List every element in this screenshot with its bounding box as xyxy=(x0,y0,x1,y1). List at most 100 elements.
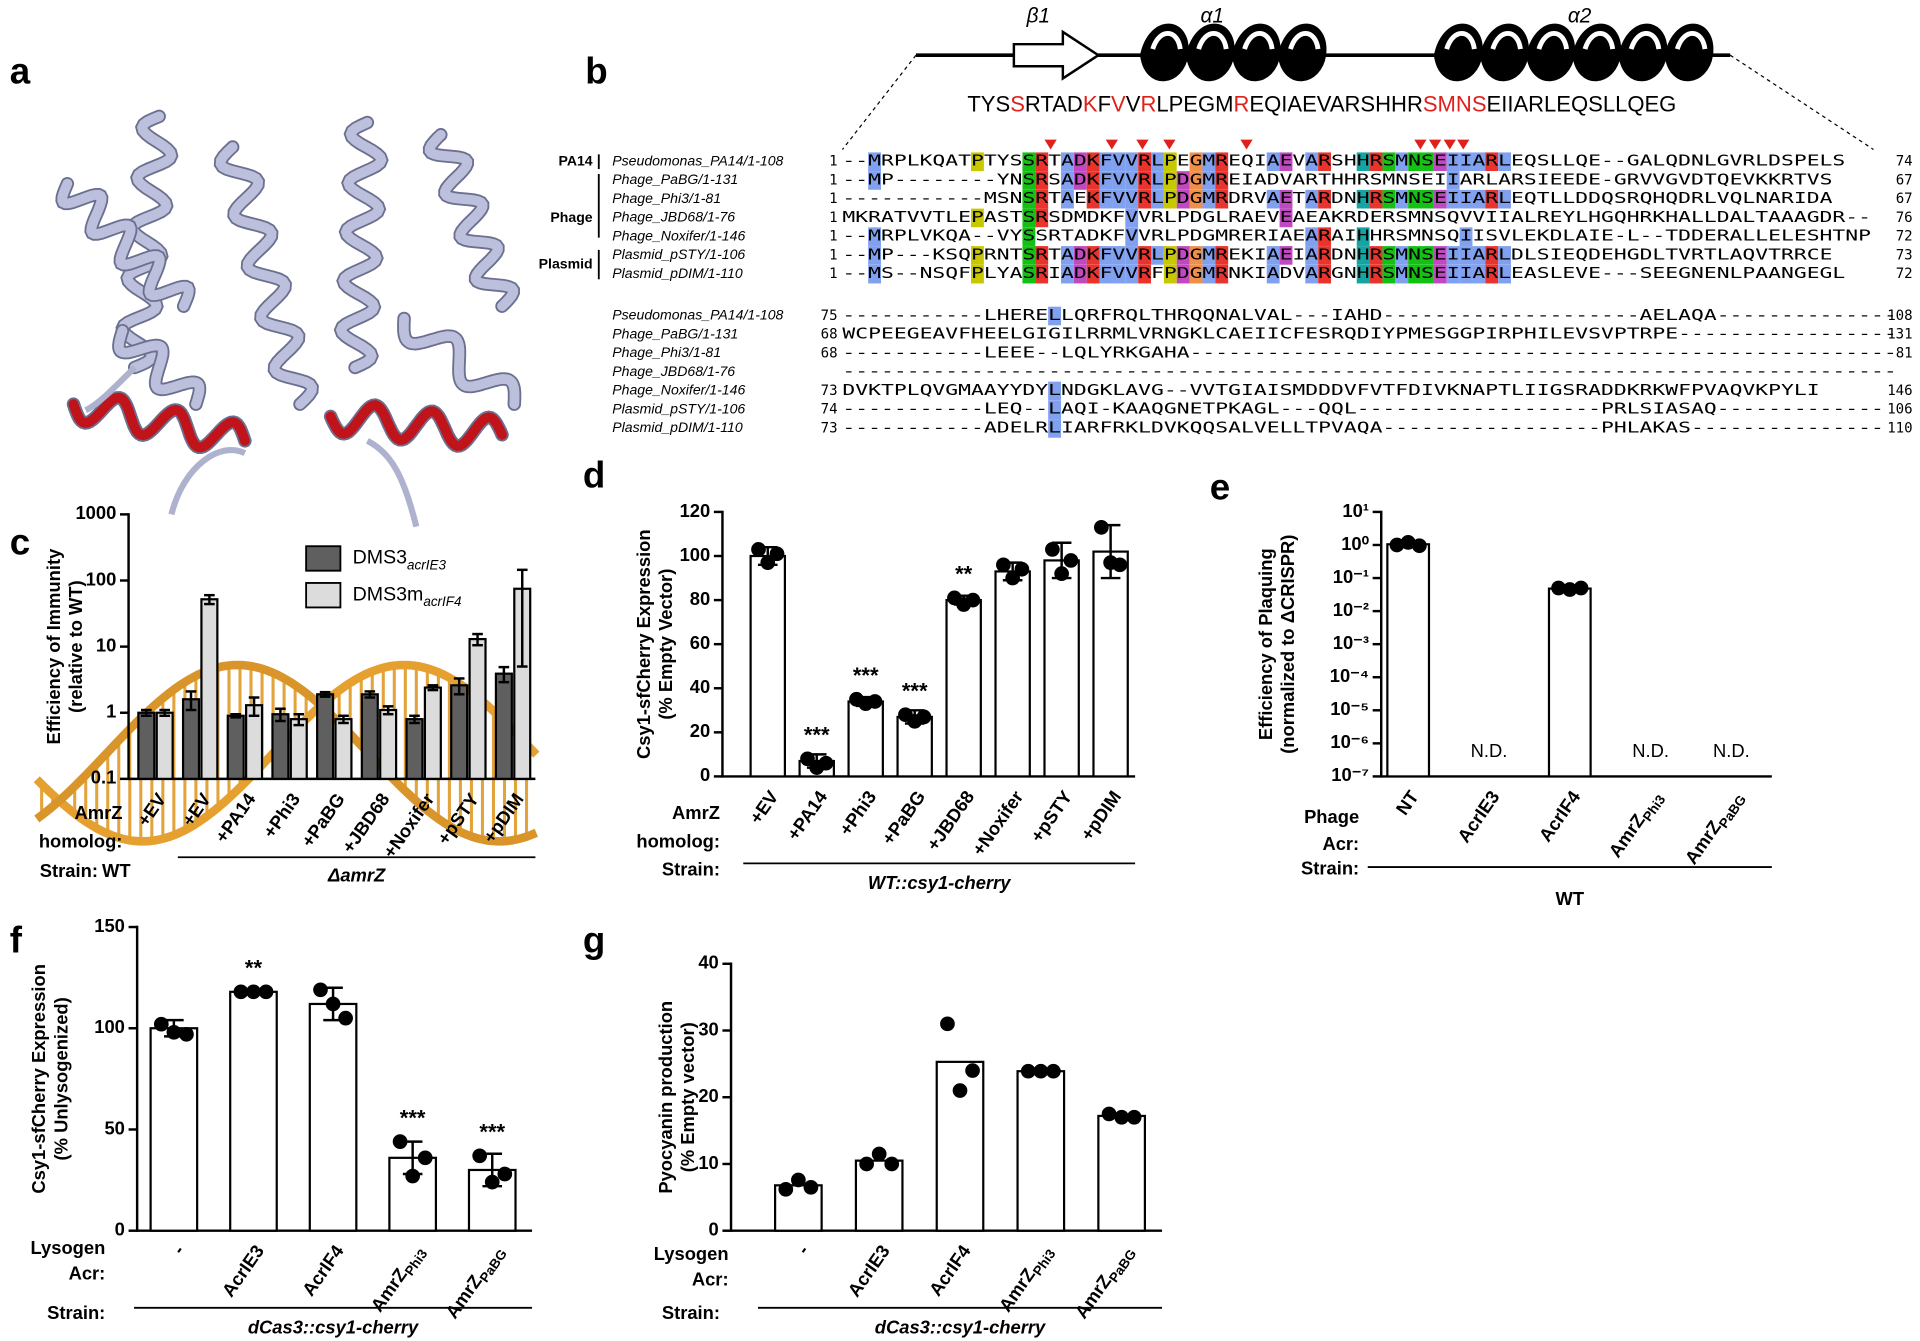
residue-highlight xyxy=(1421,189,1434,209)
data-point xyxy=(803,1179,819,1195)
bar xyxy=(289,718,308,780)
sequence-name: Plasmid_pDIM/1-110 xyxy=(612,419,743,435)
data-point xyxy=(769,546,785,562)
data-point xyxy=(1005,570,1020,586)
y-tick-label: 40 xyxy=(698,952,718,973)
site-marker xyxy=(1414,139,1427,150)
residue-highlight xyxy=(1215,152,1229,172)
bar xyxy=(945,598,982,778)
residue-highlight xyxy=(1202,152,1216,172)
residue-highlight xyxy=(1459,246,1473,265)
residue-highlight xyxy=(1472,189,1486,209)
residue-highlight xyxy=(868,246,882,265)
residue-highlight xyxy=(1061,189,1074,209)
data-point xyxy=(1033,1063,1049,1079)
y-tick-label: 10⁻⁵ xyxy=(1330,698,1369,719)
residue-highlight xyxy=(1318,189,1332,209)
bar xyxy=(316,693,335,780)
category-heading: Lysogen xyxy=(30,1237,105,1258)
legend-subscript: acrIE3 xyxy=(407,557,446,572)
residue-highlight xyxy=(1138,152,1152,172)
site-marker xyxy=(1136,139,1149,150)
residue-highlight xyxy=(1125,171,1139,190)
sequence-end: 81 xyxy=(1896,345,1913,361)
residue-highlight xyxy=(1061,246,1074,265)
residue-highlight xyxy=(868,227,882,246)
residue-highlight xyxy=(1112,152,1126,172)
residue-highlight xyxy=(1421,264,1434,284)
y-tick-label: 100 xyxy=(86,568,117,589)
sequence-start: 68 xyxy=(821,345,838,361)
residue-highlight xyxy=(1433,152,1447,172)
panel-label: f xyxy=(10,920,23,961)
data-point xyxy=(778,1181,794,1197)
bar xyxy=(749,554,786,778)
sequence-start: 74 xyxy=(821,402,838,418)
bar xyxy=(1043,559,1080,778)
sequence-end: 110 xyxy=(1887,420,1912,436)
data-point xyxy=(1412,538,1427,554)
alpha-helix-face xyxy=(1582,31,1616,50)
zoom-line xyxy=(1729,54,1874,150)
data-point xyxy=(392,1134,408,1149)
residue-highlight xyxy=(1305,246,1319,265)
panel-label: a xyxy=(10,50,31,91)
sequence-name: Pseudomonas_PA14/1-108 xyxy=(612,152,783,168)
bar xyxy=(271,713,290,780)
site-markers xyxy=(1044,139,1470,150)
strain-heading: Strain: xyxy=(40,860,98,881)
value-label: N.D. xyxy=(1471,740,1508,761)
data-point xyxy=(472,1148,488,1164)
residue-highlight xyxy=(1382,264,1396,284)
data-point xyxy=(1112,557,1128,573)
residue-highlight xyxy=(1112,171,1126,190)
bar xyxy=(1092,550,1129,778)
data-point xyxy=(940,1016,955,1032)
residue-highlight xyxy=(1176,246,1190,265)
sequence-end: 72 xyxy=(1896,266,1913,282)
sequence: --MS--NSQFPLYASRIADKFVVRFPDGMRNKIADVARGN… xyxy=(842,265,1845,282)
residue-highlight xyxy=(971,264,984,284)
site-marker xyxy=(1457,139,1470,150)
residue-highlight xyxy=(1022,227,1036,246)
residue-highlight xyxy=(1485,246,1499,265)
y-axis-title: (relative to WT) xyxy=(65,580,86,713)
strain-label: WT::csy1-cherry xyxy=(868,872,1011,893)
residue-highlight xyxy=(1151,152,1164,172)
residue-highlight xyxy=(1202,171,1216,190)
residue-highlight xyxy=(1408,246,1422,265)
residue-highlight xyxy=(868,171,882,190)
residue-highlight xyxy=(1459,189,1473,209)
strain-heading: Strain: xyxy=(1301,857,1359,878)
alpha-helix-face xyxy=(1288,31,1321,50)
y-axis-title: Pyocyanin production xyxy=(655,1001,676,1194)
group-label: Plasmid xyxy=(539,255,593,271)
residue-highlight xyxy=(1112,246,1126,265)
data-point xyxy=(166,1024,182,1040)
legend-label: DMS3m xyxy=(353,583,424,605)
residue-highlight xyxy=(1202,264,1216,284)
bar xyxy=(360,693,379,780)
bar xyxy=(1097,1114,1146,1232)
residue-highlight xyxy=(1382,189,1396,209)
strain-heading: Strain: xyxy=(662,859,720,880)
helix xyxy=(117,111,177,373)
residue-highlight xyxy=(1459,227,1473,246)
residue-highlight xyxy=(1112,264,1126,284)
sequence-segment: S xyxy=(1010,91,1025,116)
sequence-end: 74 xyxy=(1896,154,1913,170)
sequence-end: 67 xyxy=(1896,191,1913,207)
residue-highlight xyxy=(1459,152,1473,172)
residue-highlight xyxy=(1215,171,1229,190)
helix xyxy=(114,325,205,410)
y-tick-label: 20 xyxy=(698,1085,718,1106)
data-point xyxy=(1400,535,1416,550)
data-point xyxy=(965,592,981,608)
sequence-segment: R xyxy=(1140,91,1156,116)
residue-highlight xyxy=(1266,152,1280,172)
sequence: -----------ADELRLIARFRKLDVKQQSALVELLTPVA… xyxy=(842,419,1883,436)
site-marker xyxy=(1105,139,1118,150)
residue-highlight xyxy=(1125,152,1139,172)
loop xyxy=(84,365,420,528)
